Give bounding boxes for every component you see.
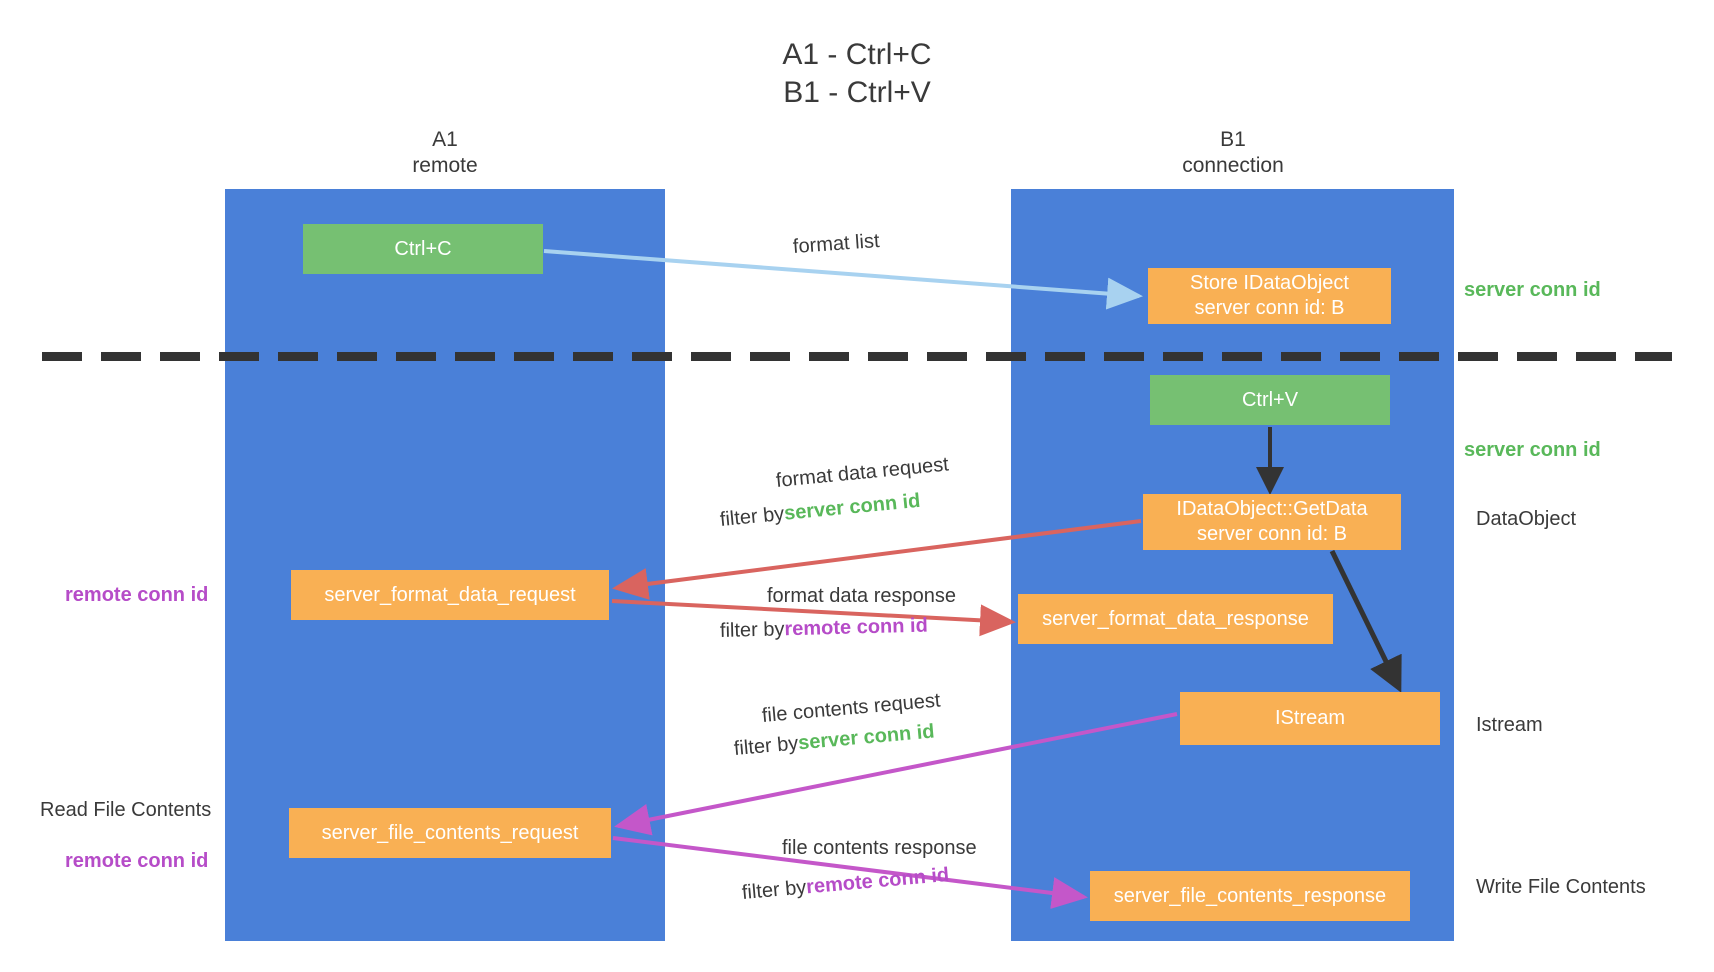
filter-by-text: filter by: [718, 502, 786, 531]
node-server-format-data-response[interactable]: server_format_data_response: [1018, 594, 1333, 644]
diagram-title: A1 - Ctrl+C B1 - Ctrl+V: [782, 38, 932, 109]
column-header-b1: B1 connection: [1182, 128, 1284, 177]
filter-by-text: filter by: [741, 876, 808, 904]
node-server-format-data-request[interactable]: server_format_data_request: [291, 570, 609, 620]
edge-label-format-list: format list: [792, 229, 881, 258]
node-istream[interactable]: IStream: [1180, 692, 1440, 745]
note-remote-conn-id-mid: remote conn id: [65, 584, 209, 606]
note-write-file-contents: Write File Contents: [1476, 876, 1646, 898]
edge-label-filter-remote-conn-id-file-response: filter byremote conn id: [741, 862, 950, 906]
remote-conn-id-text: remote conn id: [784, 614, 929, 641]
node-server-file-contents-response[interactable]: server_file_contents_response: [1090, 871, 1410, 921]
note-istream: Istream: [1476, 714, 1543, 736]
edge-label-format-data-response: format data response: [767, 585, 956, 607]
node-store-idataobject[interactable]: Store IDataObject server conn id: B: [1148, 268, 1391, 324]
edge-label-filter-server-conn-id-request: filter byserver conn id: [719, 488, 922, 533]
column-header-a1: A1 remote: [412, 128, 478, 177]
filter-by-text: filter by: [719, 618, 785, 642]
edge-label-format-data-request: format data request: [774, 453, 950, 492]
filter-by-text: filter by: [733, 732, 800, 760]
note-server-conn-id-top: server conn id: [1464, 279, 1601, 301]
server-conn-id-text: server conn id: [797, 720, 936, 755]
node-ctrl-c[interactable]: Ctrl+C: [303, 224, 543, 274]
edge-label-file-contents-response: file contents response: [782, 837, 977, 859]
remote-conn-id-text: remote conn id: [805, 863, 950, 899]
note-dataobject: DataObject: [1476, 508, 1577, 530]
note-read-file-contents: Read File Contents: [40, 799, 212, 821]
note-server-conn-id-mid: server conn id: [1464, 439, 1601, 461]
phase-divider-dashed-line: [42, 352, 1672, 361]
edge-label-filter-remote-conn-id-response: filter byremote conn id: [720, 613, 928, 644]
node-idataobject-getdata[interactable]: IDataObject::GetData server conn id: B: [1143, 494, 1401, 550]
note-remote-conn-id-bottom: remote conn id: [65, 850, 209, 872]
node-ctrl-v[interactable]: Ctrl+V: [1150, 375, 1390, 425]
node-server-file-contents-request[interactable]: server_file_contents_request: [289, 808, 611, 858]
server-conn-id-text: server conn id: [783, 489, 922, 525]
